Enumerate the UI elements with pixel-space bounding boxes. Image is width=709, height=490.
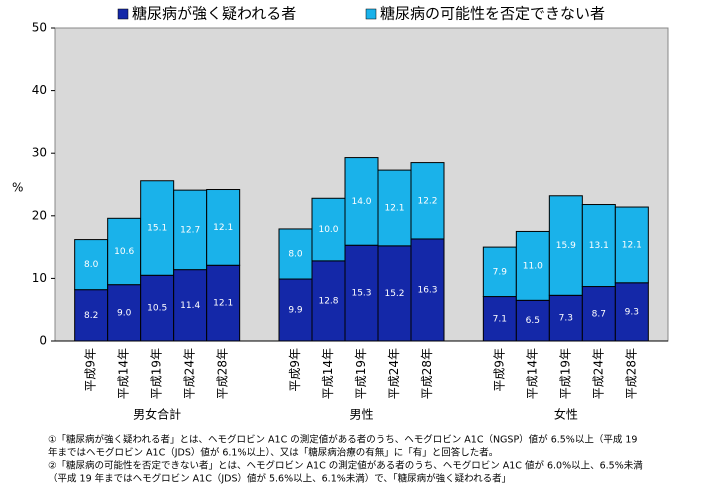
bar-segment — [173, 189, 208, 271]
bar-segment — [548, 195, 583, 296]
value-label: 8.2 — [84, 311, 98, 321]
bar-segment — [581, 204, 616, 288]
y-tick-label: 10 — [32, 271, 47, 285]
value-label: 12.8 — [318, 296, 338, 306]
x-tick-label: 平成14年 — [525, 348, 539, 399]
x-tick-label: 平成24年 — [591, 348, 605, 399]
value-label: 15.1 — [147, 224, 167, 234]
bar-segment — [107, 217, 142, 286]
value-label: 7.9 — [493, 267, 508, 277]
x-tick-label: 平成28年 — [420, 348, 434, 399]
y-tick-label: 50 — [32, 21, 47, 35]
bar-segment — [311, 260, 346, 342]
footnote: 年まではヘモグロビン A1C（JDS）値が 6.1%以上）、又は「糖尿病治療の有… — [48, 447, 498, 459]
value-label: 10.6 — [114, 247, 134, 257]
y-tick-label: 40 — [32, 83, 47, 97]
bar-segment — [410, 238, 445, 342]
value-label: 12.1 — [213, 223, 233, 233]
x-tick-label: 平成28年 — [216, 348, 230, 399]
bar-segment — [140, 274, 175, 342]
group-label: 男女合計 — [133, 407, 181, 422]
footnote: （平成 19 年まではヘモグロビン A1C（JDS）値が 5.6%以上、6.1%… — [48, 473, 511, 485]
x-tick-label: 平成19年 — [354, 348, 368, 399]
value-label: 10.0 — [318, 225, 338, 235]
x-tick-label: 平成24年 — [183, 348, 197, 399]
value-label: 8.7 — [592, 309, 606, 319]
y-tick-label: 20 — [32, 208, 47, 222]
bar-segment — [548, 294, 583, 342]
value-label: 12.2 — [417, 196, 437, 206]
value-label: 15.2 — [384, 289, 404, 299]
value-label: 9.9 — [288, 306, 303, 316]
footnote: ①「糖尿病が強く疑われる者」とは、ヘモグロビン A1C の測定値がある者のうち、… — [48, 434, 637, 446]
x-tick-label: 平成28年 — [624, 348, 638, 399]
value-label: 12.7 — [180, 225, 200, 235]
value-label: 7.3 — [559, 314, 573, 324]
value-label: 15.3 — [351, 289, 371, 299]
value-label: 12.1 — [213, 299, 233, 309]
value-label: 16.3 — [417, 285, 437, 295]
value-label: 11.4 — [180, 301, 200, 311]
group-label: 男性 — [349, 408, 373, 422]
x-tick-label: 平成24年 — [387, 348, 401, 399]
value-label: 12.1 — [384, 203, 404, 213]
value-label: 7.1 — [493, 314, 507, 324]
value-label: 8.0 — [84, 260, 99, 270]
legend-swatch — [117, 8, 129, 20]
x-tick-label: 平成14年 — [117, 348, 131, 399]
bar-segment — [344, 157, 379, 246]
bar-segment — [410, 162, 445, 240]
value-label: 10.5 — [147, 304, 167, 314]
legend-label: 糖尿病の可能性を否定できない者 — [380, 5, 605, 23]
x-tick-label: 平成19年 — [150, 348, 164, 399]
bar-segment — [206, 264, 241, 342]
x-tick-label: 平成9年 — [84, 348, 98, 392]
x-tick-label: 平成19年 — [558, 348, 572, 399]
bar-segment — [173, 269, 208, 342]
bar-segment — [482, 246, 517, 298]
legend-label: 糖尿病が強く疑われる者 — [132, 5, 296, 23]
bar-segment — [278, 228, 313, 280]
value-label: 11.0 — [523, 261, 543, 271]
bar-segment — [614, 282, 649, 342]
value-label: 8.0 — [288, 249, 303, 259]
legend-swatch — [365, 8, 377, 20]
value-label: 15.9 — [556, 241, 576, 251]
value-label: 13.1 — [589, 241, 609, 251]
footnote: ②「糖尿病の可能性を否定できない者」とは、ヘモグロビン A1C の測定値がある者… — [48, 460, 643, 472]
value-label: 14.0 — [351, 197, 371, 207]
bar-segment — [206, 189, 241, 266]
y-tick-label: 30 — [32, 146, 47, 160]
bar-segment — [140, 180, 175, 276]
y-tick-label: 0 — [39, 334, 47, 348]
value-label: 6.5 — [526, 316, 540, 326]
value-label: 9.0 — [117, 308, 132, 318]
bar-segment — [581, 286, 616, 342]
value-label: 12.1 — [622, 240, 642, 250]
group-label: 女性 — [554, 407, 578, 422]
bar-segment — [614, 206, 649, 284]
x-tick-label: 平成9年 — [492, 348, 506, 392]
value-label: 9.3 — [625, 307, 639, 317]
y-axis-label: % — [12, 181, 23, 195]
x-tick-label: 平成14年 — [321, 348, 335, 399]
x-tick-label: 平成9年 — [288, 348, 302, 392]
